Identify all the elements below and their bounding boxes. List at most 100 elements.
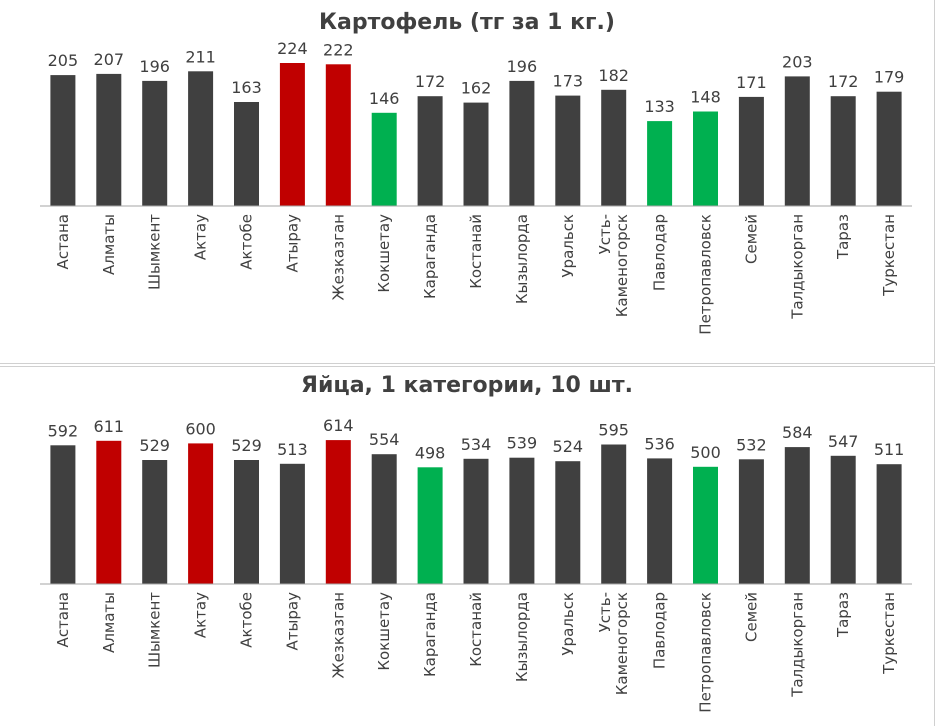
category-label-0-0: Астана <box>54 214 72 269</box>
data-label-1-16: 584 <box>782 423 813 442</box>
bar-0-6 <box>325 64 351 206</box>
category-label-0-7: Кокшетау <box>375 214 393 293</box>
data-label-1-11: 524 <box>553 437 584 456</box>
category-label-1-17: Тараз <box>834 592 852 638</box>
category-label-0-15: Семей <box>742 214 760 264</box>
data-label-0-6: 222 <box>323 40 354 59</box>
data-label-0-3: 211 <box>185 47 216 66</box>
category-label-1-9: Костанай <box>467 592 485 667</box>
data-label-1-4: 529 <box>231 436 262 455</box>
data-label-0-8: 172 <box>415 72 446 91</box>
bar-1-12 <box>601 444 627 584</box>
data-label-0-15: 171 <box>736 73 767 92</box>
data-label-1-10: 539 <box>507 434 538 453</box>
category-label-0-9: Костанай <box>467 214 485 289</box>
data-label-0-17: 172 <box>828 72 859 91</box>
category-label-0-2: Шымкент <box>146 214 164 290</box>
bar-1-10 <box>509 457 535 584</box>
category-label-1-12: Усть-Каменогорск <box>596 592 631 695</box>
eggs-chart-panel: Яйца, 1 категории, 10 шт. 592 Астана 611 Ал… <box>0 366 935 726</box>
data-label-0-2: 196 <box>139 57 170 76</box>
data-label-0-9: 162 <box>461 79 492 98</box>
bar-1-16 <box>784 447 810 584</box>
bar-0-11 <box>555 95 581 206</box>
category-label-0-14: Петропавловск <box>697 214 715 335</box>
category-label-1-1: Алматы <box>100 592 118 653</box>
category-label-1-2: Шымкент <box>146 592 164 668</box>
category-label-0-1: Алматы <box>100 214 118 275</box>
category-label-1-11: Уральск <box>559 592 577 656</box>
bar-1-15 <box>738 459 764 584</box>
bar-0-4 <box>234 102 259 206</box>
bar-1-7 <box>371 454 397 584</box>
bar-1-5 <box>279 463 305 584</box>
data-label-1-1: 611 <box>94 417 125 436</box>
data-label-0-12: 182 <box>598 66 629 85</box>
category-label-1-3: Актау <box>192 592 210 638</box>
bar-1-9 <box>463 458 489 584</box>
data-label-0-4: 163 <box>231 78 262 97</box>
data-label-1-9: 534 <box>461 435 492 454</box>
bar-0-17 <box>830 96 856 206</box>
data-label-1-12: 595 <box>598 421 629 440</box>
data-label-1-7: 554 <box>369 430 400 449</box>
bar-0-5 <box>279 63 305 206</box>
data-label-1-17: 547 <box>828 432 859 451</box>
bar-0-8 <box>417 96 443 206</box>
data-label-0-18: 179 <box>874 68 905 87</box>
potato-chart: 205 Астана 207 Алматы 196 Шымкент 211 Актау 163 А… <box>40 39 912 335</box>
bar-1-0 <box>50 445 76 585</box>
category-label-0-17: Тараз <box>834 214 852 260</box>
data-label-1-6: 614 <box>323 416 354 435</box>
data-label-0-7: 146 <box>369 89 400 108</box>
data-label-1-0: 592 <box>48 421 79 440</box>
category-label-1-5: Атырау <box>283 592 301 651</box>
category-label-1-4: Актобе <box>238 592 256 648</box>
data-label-0-5: 224 <box>277 39 308 58</box>
bar-0-7 <box>371 112 397 206</box>
bar-1-14 <box>693 466 718 584</box>
bar-1-18 <box>876 464 902 584</box>
category-label-0-4: Актобе <box>238 214 256 270</box>
bar-0-2 <box>142 80 168 206</box>
category-label-1-13: Павлодар <box>651 592 669 669</box>
category-label-0-6: Жезказган <box>329 214 347 300</box>
data-label-0-14: 148 <box>690 88 721 107</box>
bar-0-18 <box>876 91 902 206</box>
data-label-0-10: 196 <box>507 57 538 76</box>
category-label-1-7: Кокшетау <box>375 592 393 671</box>
potato-chart-title: Картофель (тг за 1 кг.) <box>319 10 615 35</box>
bar-0-12 <box>601 89 627 206</box>
data-label-1-14: 500 <box>690 443 721 462</box>
bar-1-2 <box>142 460 168 584</box>
category-label-0-18: Туркестан <box>880 214 898 297</box>
category-label-0-16: Талдыкорган <box>788 214 806 320</box>
bar-0-3 <box>188 71 214 206</box>
data-label-0-16: 203 <box>782 52 813 71</box>
data-label-1-15: 532 <box>736 435 767 454</box>
eggs-chart: 592 Астана 611 Алматы 529 Шымкент 600 Актау 529 А… <box>40 416 912 713</box>
data-label-1-18: 511 <box>874 440 905 459</box>
bar-1-13 <box>647 458 673 584</box>
bar-0-1 <box>96 73 122 207</box>
category-label-1-18: Туркестан <box>880 592 898 675</box>
category-label-0-8: Караганда <box>421 214 439 299</box>
category-label-0-10: Кызылорда <box>513 214 531 304</box>
data-label-0-13: 133 <box>644 97 675 116</box>
bar-0-14 <box>693 111 718 206</box>
data-label-1-13: 536 <box>644 434 675 453</box>
category-label-1-15: Семей <box>742 592 760 642</box>
data-label-0-0: 205 <box>48 51 79 70</box>
bar-1-1 <box>96 440 122 584</box>
data-label-1-5: 513 <box>277 440 308 459</box>
category-label-0-5: Атырау <box>283 214 301 273</box>
category-label-1-6: Жезказган <box>329 592 347 678</box>
bar-1-11 <box>555 461 581 584</box>
bar-0-15 <box>738 96 764 206</box>
bar-1-8 <box>417 467 443 584</box>
category-label-0-11: Уральск <box>559 214 577 278</box>
data-label-1-3: 600 <box>185 419 216 438</box>
bar-1-17 <box>830 455 856 584</box>
bar-0-0 <box>50 75 76 206</box>
category-label-1-8: Караганда <box>421 592 439 677</box>
